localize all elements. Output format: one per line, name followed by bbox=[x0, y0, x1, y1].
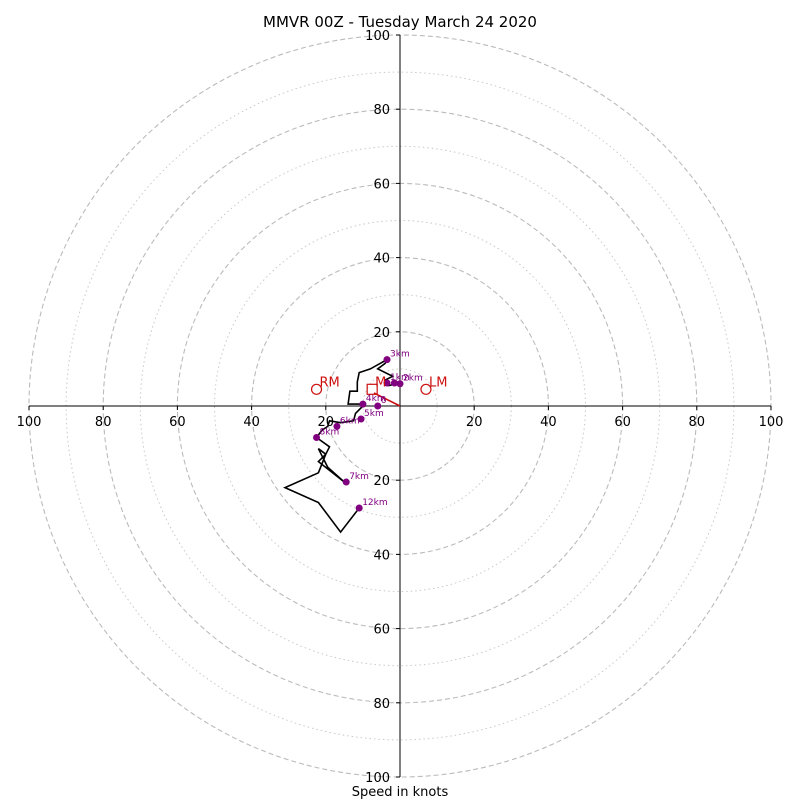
x-tick-label: 20 bbox=[466, 415, 483, 430]
height-point bbox=[357, 415, 365, 423]
height-point bbox=[396, 380, 404, 388]
height-label: 5km bbox=[364, 409, 384, 419]
height-label: 8km bbox=[320, 428, 340, 438]
x-tick-label: 100 bbox=[759, 415, 784, 430]
axes: 100 80 60 40 20 20 40 60 80 100 100 80 60 40 20 20 40 60 8… bbox=[17, 29, 784, 786]
x-tick-label: 40 bbox=[243, 415, 260, 430]
y-tick-label: 40 bbox=[373, 548, 390, 563]
y-tick-label: 60 bbox=[373, 623, 390, 638]
motion-label: RM bbox=[320, 375, 340, 390]
height-point bbox=[383, 379, 391, 387]
y-tick-label: 100 bbox=[365, 771, 390, 786]
height-point bbox=[313, 434, 321, 442]
height-point bbox=[342, 478, 350, 486]
motion-marker-circle bbox=[420, 383, 432, 395]
height-label: 6 bbox=[381, 396, 387, 406]
height-label: 7km bbox=[349, 472, 369, 482]
height-point bbox=[390, 379, 398, 387]
height-point bbox=[383, 356, 391, 364]
y-tick-label: 60 bbox=[373, 177, 390, 192]
x-tick-label: 80 bbox=[689, 415, 706, 430]
y-tick-label: 100 bbox=[365, 29, 390, 44]
x-tick-label: 40 bbox=[540, 415, 557, 430]
storm-motion-vector bbox=[373, 392, 401, 407]
height-point bbox=[333, 422, 341, 430]
motion-label: LM bbox=[429, 375, 447, 390]
x-tick-label: 60 bbox=[169, 415, 186, 430]
height-point bbox=[355, 504, 363, 512]
x-tick-label: 60 bbox=[614, 415, 631, 430]
height-point bbox=[374, 402, 382, 410]
x-axis-label: Speed in knots bbox=[352, 785, 449, 800]
height-label: 2km bbox=[403, 374, 423, 384]
height-label: 6km bbox=[340, 416, 360, 426]
y-tick-label: 80 bbox=[373, 697, 390, 712]
motion-marker-circle bbox=[310, 383, 323, 395]
motion-label: M bbox=[375, 375, 386, 390]
height-label: 12km bbox=[362, 498, 387, 508]
y-tick-label: 80 bbox=[373, 103, 390, 118]
y-tick-label: 20 bbox=[373, 474, 390, 489]
height-label: 3km bbox=[390, 350, 410, 360]
height-label: 4km bbox=[366, 394, 386, 404]
x-tick-label: 80 bbox=[95, 415, 112, 430]
x-tick-label: 100 bbox=[17, 415, 42, 430]
height-point bbox=[359, 400, 367, 408]
chart-title: MMVR 00Z - Tuesday March 24 2020 bbox=[263, 13, 537, 31]
motion-marker-square bbox=[366, 383, 378, 395]
y-tick-label: 40 bbox=[373, 252, 390, 267]
height-label: 1km bbox=[390, 373, 410, 383]
storm-motion-markers: RM LM M bbox=[310, 375, 447, 395]
x-tick-label: 20 bbox=[318, 415, 335, 430]
y-tick-label: 20 bbox=[373, 326, 390, 341]
